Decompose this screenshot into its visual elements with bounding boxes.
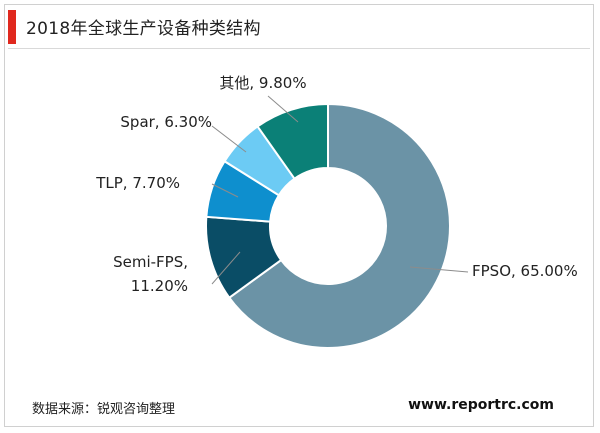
chart-frame (4, 4, 594, 427)
slice-labels: FPSO, 65.00% Semi-FPS, 11.20% TLP, 7.70% Spa… (95, 74, 578, 295)
title-divider (8, 48, 590, 49)
leader-lines (211, 95, 469, 285)
slice-label: FPSO, 65.00% (472, 262, 578, 280)
data-source: 数据来源：锐观咨询整理 (32, 402, 176, 417)
leader-line (211, 251, 241, 285)
slice-label: 其他, 9.80% (219, 74, 306, 92)
donut-slices (205, 102, 451, 349)
leader-line (409, 266, 469, 273)
leader-line (267, 95, 299, 123)
slice-label: 11.20% (131, 277, 188, 295)
donut-slice-- (256, 102, 329, 181)
leader-line (211, 125, 247, 153)
website-link[interactable]: www.reportrc.com (408, 397, 554, 413)
chart-title: 2018年全球生产设备种类结构 (26, 19, 261, 39)
donut-slice-fpso (227, 102, 451, 349)
slice-label: TLP, 7.70% (95, 174, 180, 192)
slice-label: Semi-FPS, (113, 253, 188, 271)
title-accent-bar (8, 10, 16, 44)
leader-line (211, 183, 239, 198)
slice-label: Spar, 6.30% (120, 113, 212, 131)
